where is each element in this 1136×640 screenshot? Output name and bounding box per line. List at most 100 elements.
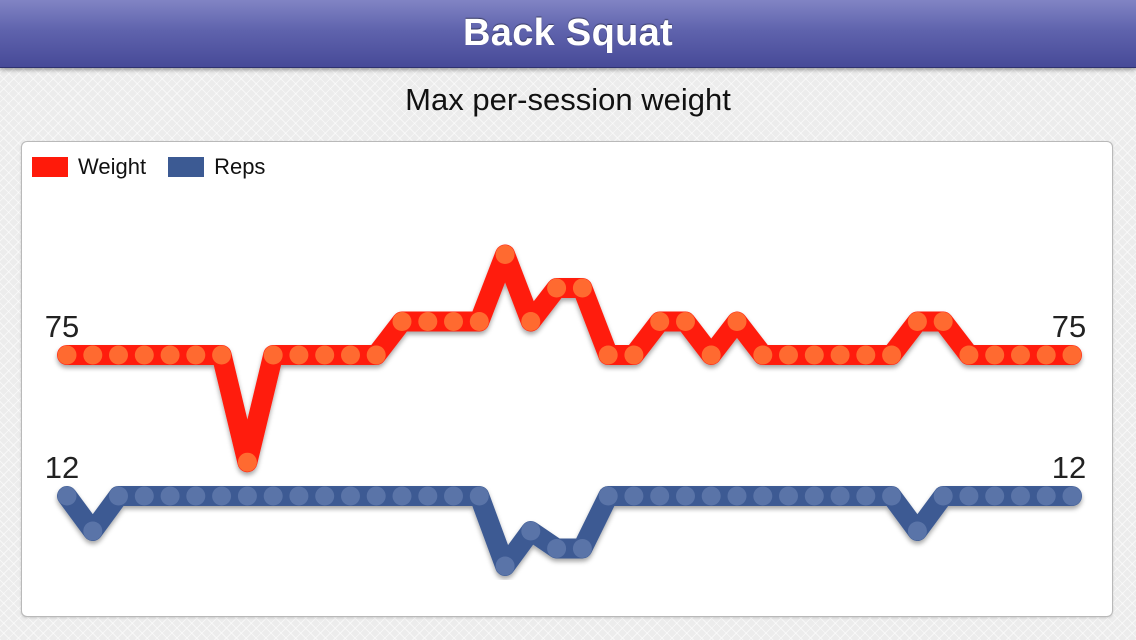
last-value-label-weight: 75: [1052, 309, 1086, 344]
data-point-reps[interactable]: [469, 486, 489, 506]
data-point-weight[interactable]: [1036, 345, 1056, 365]
data-point-weight[interactable]: [804, 345, 824, 365]
data-point-weight[interactable]: [263, 345, 283, 365]
first-value-label-reps: 12: [45, 450, 79, 485]
data-point-reps[interactable]: [572, 539, 592, 558]
data-point-reps[interactable]: [598, 486, 618, 506]
data-point-reps[interactable]: [701, 486, 721, 506]
data-point-reps[interactable]: [289, 486, 309, 506]
first-value-label-weight: 75: [45, 309, 79, 344]
data-point-weight[interactable]: [134, 345, 154, 365]
data-point-reps[interactable]: [727, 486, 747, 506]
data-point-weight[interactable]: [547, 278, 567, 298]
series-line-reps: [57, 486, 1082, 576]
data-point-reps[interactable]: [779, 486, 798, 506]
legend-swatch-reps: [168, 157, 205, 177]
data-point-weight[interactable]: [444, 312, 463, 331]
data-point-weight[interactable]: [882, 345, 902, 365]
data-point-reps[interactable]: [907, 521, 927, 541]
data-point-reps[interactable]: [676, 486, 695, 506]
data-point-weight[interactable]: [959, 345, 979, 365]
data-point-reps[interactable]: [212, 486, 232, 506]
data-point-reps[interactable]: [263, 486, 283, 506]
data-point-weight[interactable]: [779, 345, 798, 365]
data-point-weight[interactable]: [727, 312, 747, 331]
data-point-reps[interactable]: [366, 486, 386, 506]
data-point-weight[interactable]: [676, 312, 695, 331]
data-point-reps[interactable]: [418, 486, 438, 506]
data-point-reps[interactable]: [341, 486, 360, 506]
data-point-weight[interactable]: [830, 345, 850, 365]
data-point-weight[interactable]: [572, 278, 592, 298]
chart-panel: Weight Reps 75 75 12 12: [21, 141, 1113, 617]
last-value-label-reps: 12: [1052, 450, 1086, 485]
data-point-weight[interactable]: [907, 312, 927, 331]
data-point-weight[interactable]: [856, 345, 876, 365]
data-point-weight[interactable]: [1011, 345, 1030, 365]
legend-item-reps: Reps: [168, 154, 265, 180]
data-point-reps[interactable]: [804, 486, 824, 506]
data-point-reps[interactable]: [856, 486, 876, 506]
data-point-weight[interactable]: [418, 312, 438, 331]
data-point-weight[interactable]: [624, 345, 644, 365]
data-point-reps[interactable]: [186, 486, 206, 506]
data-point-weight[interactable]: [753, 345, 773, 365]
data-point-reps[interactable]: [444, 486, 463, 506]
chart-plot: 75 75 12 12: [45, 244, 1086, 576]
data-point-reps[interactable]: [134, 486, 154, 506]
data-point-weight[interactable]: [985, 345, 1005, 365]
data-point-reps[interactable]: [959, 486, 979, 506]
page-title: Back Squat: [463, 12, 673, 54]
data-point-weight[interactable]: [521, 312, 541, 331]
data-point-weight[interactable]: [392, 312, 412, 331]
data-point-reps[interactable]: [57, 486, 77, 506]
data-point-weight[interactable]: [1062, 345, 1082, 365]
chart-legend: Weight Reps: [32, 154, 287, 180]
data-point-reps[interactable]: [650, 486, 670, 506]
data-point-weight[interactable]: [366, 345, 386, 365]
data-point-weight[interactable]: [83, 345, 103, 365]
data-point-reps[interactable]: [624, 486, 644, 506]
legend-label-weight: Weight: [78, 154, 147, 179]
legend-swatch-weight: [32, 157, 68, 177]
data-point-weight[interactable]: [109, 345, 128, 365]
data-point-reps[interactable]: [315, 486, 335, 506]
series-line-weight: [57, 244, 1082, 473]
data-point-weight[interactable]: [598, 345, 618, 365]
data-point-reps[interactable]: [882, 486, 902, 506]
data-point-reps[interactable]: [83, 521, 103, 541]
data-point-reps[interactable]: [1036, 486, 1056, 506]
series-weight: [57, 244, 1082, 473]
data-point-weight[interactable]: [315, 345, 335, 365]
data-point-weight[interactable]: [237, 452, 257, 472]
series-reps: [57, 486, 1082, 576]
data-point-weight[interactable]: [495, 245, 515, 264]
data-point-weight[interactable]: [341, 345, 360, 365]
chart-title: Max per-session weight: [405, 82, 731, 117]
data-point-weight[interactable]: [212, 345, 232, 365]
data-point-reps[interactable]: [392, 486, 412, 506]
legend-label-reps: Reps: [214, 154, 266, 179]
data-point-reps[interactable]: [160, 486, 180, 506]
data-point-weight[interactable]: [186, 345, 206, 365]
data-point-reps[interactable]: [933, 486, 953, 506]
data-point-reps[interactable]: [985, 486, 1005, 506]
data-point-reps[interactable]: [109, 486, 128, 506]
data-point-reps[interactable]: [830, 486, 850, 506]
data-point-reps[interactable]: [521, 521, 541, 541]
data-point-reps[interactable]: [495, 556, 515, 576]
data-point-weight[interactable]: [57, 345, 77, 365]
data-point-reps[interactable]: [1011, 486, 1030, 506]
data-point-weight[interactable]: [650, 312, 670, 331]
data-point-weight[interactable]: [933, 312, 953, 331]
data-point-reps[interactable]: [547, 539, 567, 558]
data-point-reps[interactable]: [237, 486, 257, 506]
data-point-reps[interactable]: [1062, 486, 1082, 506]
data-point-reps[interactable]: [753, 486, 773, 506]
nav-bar: Back Squat: [0, 0, 1136, 68]
data-point-weight[interactable]: [469, 312, 489, 331]
legend-item-weight: Weight: [32, 154, 146, 180]
data-point-weight[interactable]: [160, 345, 180, 365]
data-point-weight[interactable]: [289, 345, 309, 365]
data-point-weight[interactable]: [701, 345, 721, 365]
